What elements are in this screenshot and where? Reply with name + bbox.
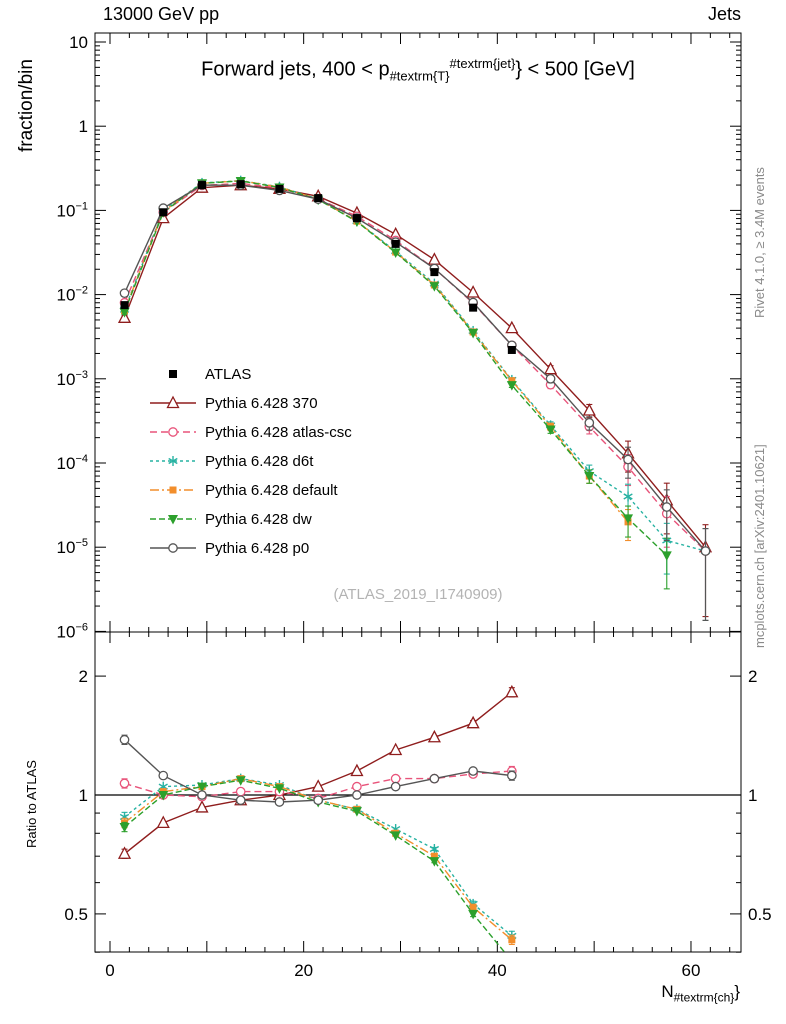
main-series-layer — [117, 175, 713, 621]
beam-energy-label: 13000 GeV pp — [103, 4, 220, 24]
ratio-y-tick-label: 1 — [79, 786, 88, 805]
main-y-tick-label: 10−5 — [57, 537, 88, 557]
main-y-tick-label: 10−3 — [57, 369, 88, 389]
legend-label: Pythia 6.428 p0 — [205, 540, 309, 557]
x-tick-label: 0 — [105, 961, 114, 980]
main-y-tick-label: 1 — [79, 117, 88, 136]
x-tick-label: 20 — [294, 961, 313, 980]
legend-label: Pythia 6.428 370 — [205, 395, 318, 412]
legend-label: Pythia 6.428 d6t — [205, 453, 314, 470]
main-y-axis-title: fraction/bin — [16, 59, 37, 152]
legend-label: Pythia 6.428 atlas-csc — [205, 424, 352, 441]
ratio-y-tick-label-right: 2 — [748, 667, 757, 686]
ratio-y-tick-label: 2 — [79, 667, 88, 686]
x-axis-title-suffix: } — [734, 982, 740, 1001]
main-y-tick-label: 10−1 — [57, 200, 88, 220]
ratio-y-tick-label-right: 1 — [748, 786, 757, 805]
x-axis-title: N#textrm{ch}} — [661, 982, 740, 1004]
rivet-version-label: Rivet 4.1.0, ≥ 3.4M events — [752, 167, 767, 318]
panel-title-prefix: Forward jets, 400 < p — [201, 58, 390, 81]
ratio-series-layer — [117, 684, 519, 952]
analysis-id-watermark: (ATLAS_2019_I1740909) — [333, 586, 503, 603]
legend-label: ATLAS — [205, 366, 251, 383]
x-tick-label: 40 — [488, 961, 507, 980]
ratio-y-axis-title: Ratio to ATLAS — [24, 760, 39, 848]
mcplots-attribution-label: mcplots.cern.ch [arXiv:2401.10621] — [752, 444, 767, 648]
panel-title-suffix: } < 500 [GeV] — [515, 58, 635, 81]
main-y-tick-label: 10−2 — [57, 285, 88, 305]
panel-title-superscript: #textrm{jet} — [449, 56, 516, 71]
ratio-y-tick-label: 0.5 — [64, 905, 88, 924]
panel-title-subscript: #textrm{T} — [389, 68, 450, 84]
jets-label: Jets — [707, 4, 741, 24]
main-y-tick-label: 10−4 — [57, 453, 88, 473]
panel-title: Forward jets, 400 < p#textrm{T}#textrm{j… — [95, 56, 741, 84]
ratio-y-tick-label-right: 0.5 — [748, 905, 772, 924]
legend-label: Pythia 6.428 dw — [205, 511, 312, 528]
legend-label: Pythia 6.428 default — [205, 482, 338, 499]
ratio-panel-frame — [94, 631, 742, 953]
x-axis-title-subscript: #textrm{ch} — [673, 990, 735, 1005]
legend: ATLAS Pythia 6.428 370 Pythia 6.428 atlas-… — [150, 366, 352, 557]
main-y-tick-label: 10 — [69, 33, 88, 52]
x-axis-title-base: N — [661, 982, 674, 1001]
main-y-tick-label: 10−6 — [57, 621, 88, 641]
x-tick-label: 60 — [682, 961, 701, 980]
main-panel-frame — [94, 32, 742, 633]
